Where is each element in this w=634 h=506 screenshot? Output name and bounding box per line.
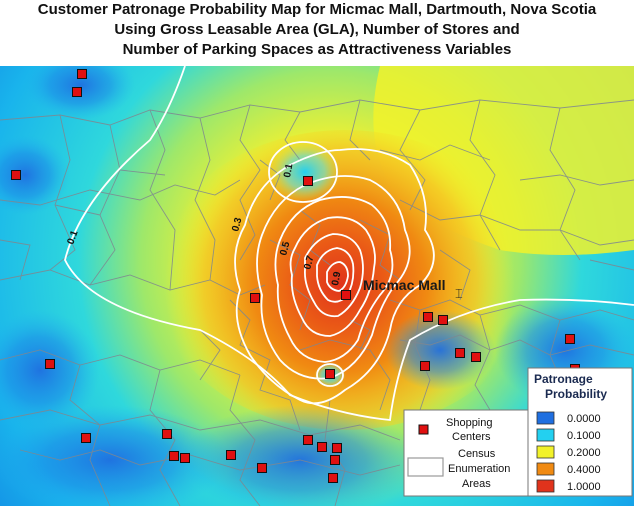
secondary-center-dip [269,142,341,202]
shopping-center-marker [180,453,190,463]
legend-census-label-1: Census [458,448,496,460]
contour-0.5 [274,196,394,363]
contour-label: 0.5 [278,240,292,257]
shopping-center-marker [226,450,236,460]
shopping-center-marker [257,463,267,473]
legend-class-label: 0.2000 [567,447,601,459]
micmac-mall-label: Micmac Mall [363,277,445,293]
legend-class-swatch [536,411,555,425]
title-line-2: Using Gross Leasable Area (GLA), Number … [114,21,520,38]
shopping-center-marker [341,290,351,300]
contour-label: 0.1 [65,229,80,246]
shopping-center-marker [420,361,430,371]
contour-0.4 [256,175,411,380]
shopping-center-marker [303,176,313,186]
shopping-center-marker [72,87,82,97]
contour-label: 0.3 [230,216,244,233]
shopping-center-marker [423,312,433,322]
shopping-center-marker [162,429,172,439]
shopping-center-marker [169,451,179,461]
contour-0.3 [234,148,435,405]
legend-class-label: 0.4000 [567,464,601,476]
contour-0.7 [304,233,364,318]
low-probability-zone [0,310,100,430]
shopping-center-marker [77,69,87,79]
map-title: Customer Patronage Probability Map for M… [0,0,634,60]
legend-probability: Patronage Probability 0.0000 0.1000 0.2000… [527,367,633,497]
legend-probability-title-2: Probability [545,387,607,401]
legend-store-marker [418,424,429,435]
low-probability-zone [0,135,70,215]
legend-census-swatch [407,457,444,477]
legend-symbols: Shopping Centers Census Enumeration Area… [403,409,529,497]
legend-class-label: 1.0000 [567,481,601,493]
legend-class-swatch [536,462,555,476]
shopping-center-marker [565,334,575,344]
legend-class-swatch [536,445,555,459]
contour-label: 0.7 [302,254,316,271]
contour-0.9 [326,261,349,292]
contour-0.1-outer [64,66,634,421]
shopping-center-marker [11,170,21,180]
legend-store-label-2: Centers [452,431,491,443]
peak-surface [155,130,535,430]
shopping-center-marker [325,369,335,379]
shopping-center-marker [303,435,313,445]
legend-class-label: 0.0000 [567,413,601,425]
cursor-icon: ⌶ [455,287,463,302]
contour-secondary-center [268,141,338,203]
title-line-1: Customer Patronage Probability Map for M… [37,1,597,18]
contour-label: 0.9 [330,270,343,286]
shopping-center-marker [438,315,448,325]
legend-probability-title-1: Patronage [534,372,593,386]
shopping-center-marker [332,443,342,453]
contour-0.6 [289,216,376,337]
contour-0.8 [316,247,355,303]
contour-label: 0.1 [282,162,295,178]
probability-map: 0.1 0.1 0.3 0.5 0.7 0.9 Micmac Mall ⌶ Sh… [0,66,634,506]
probability-contours [64,66,634,421]
legend-census-label-3: Areas [462,478,491,490]
shopping-center-marker [317,442,327,452]
shopping-center-marker [330,455,340,465]
shopping-center-marker [250,293,260,303]
census-boundaries [0,99,634,506]
legend-store-label-1: Shopping [446,417,493,429]
title-line-3: Number of Parking Spaces as Attractivene… [122,41,512,58]
shopping-center-marker [471,352,481,362]
shopping-center-marker [45,359,55,369]
legend-class-swatch [536,479,555,493]
legend-class-label: 0.1000 [567,430,601,442]
legend-class-swatch [536,428,555,442]
shopping-center-marker [81,433,91,443]
shopping-center-marker [455,348,465,358]
low-probability-zone [385,310,495,390]
shopping-center-marker [328,473,338,483]
legend-census-label-2: Enumeration [448,463,510,475]
contour-secondary-center [316,363,344,387]
